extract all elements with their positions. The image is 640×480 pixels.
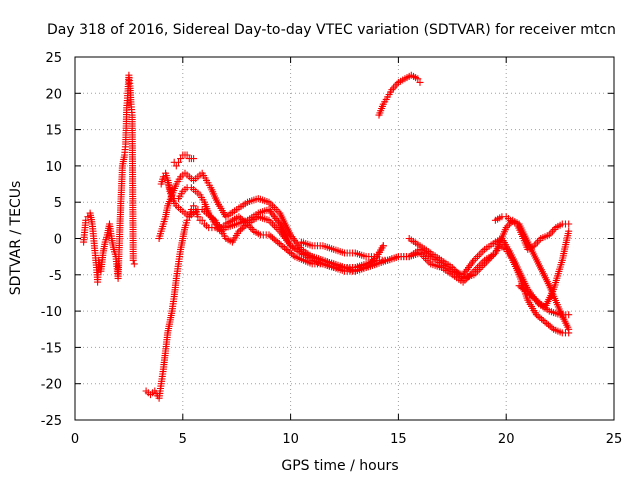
y-tick-label: 0 <box>54 233 62 248</box>
y-tick-label: 10 <box>45 160 62 175</box>
y-tick-label: 5 <box>54 196 62 211</box>
y-tick-label: -10 <box>41 305 62 320</box>
x-tick-label: 0 <box>71 432 79 447</box>
x-tick-label: 25 <box>606 432 623 447</box>
y-tick-label: -25 <box>41 414 62 429</box>
data-series <box>80 71 573 402</box>
series-trace-g <box>375 71 424 119</box>
y-axis-title: SDTVAR / TECUs <box>8 181 24 296</box>
x-tick-label: 10 <box>282 432 299 447</box>
x-axis-title: GPS time / hours <box>281 458 398 474</box>
y-tick-label: -15 <box>41 341 62 356</box>
series-trace-e <box>164 176 387 275</box>
grid <box>75 57 614 420</box>
plot-frame <box>74 56 615 421</box>
y-tick-label: 20 <box>45 87 62 102</box>
x-tick-label: 20 <box>498 432 515 447</box>
series-trace-h <box>297 238 387 261</box>
data-point-markers <box>80 71 138 286</box>
series-trace-a <box>80 71 138 286</box>
data-point-markers <box>164 176 387 275</box>
x-tick-label: 5 <box>179 432 187 447</box>
data-point-markers <box>375 71 424 119</box>
data-point-markers <box>297 238 387 261</box>
y-tick-label: 25 <box>45 51 62 66</box>
series-trace-f <box>170 151 198 170</box>
series-trace-k <box>515 227 573 311</box>
data-point-markers <box>170 151 198 170</box>
chart-title: Day 318 of 2016, Sidereal Day-to-day VTE… <box>47 22 616 38</box>
y-tick-label: -5 <box>49 269 62 284</box>
series-trace-j <box>491 213 573 253</box>
y-tick-label: 15 <box>45 124 62 139</box>
series-trace-c <box>155 169 573 319</box>
data-point-markers <box>515 227 573 311</box>
data-point-markers <box>491 213 573 253</box>
data-point-markers <box>155 169 573 319</box>
x-tick-label: 15 <box>390 432 407 447</box>
y-tick-label: -20 <box>41 378 62 393</box>
axis-ticks: 0 5 10 15 20 25 -25 -20 -15 -10 -5 0 5 10 15 20 25 <box>41 51 623 447</box>
